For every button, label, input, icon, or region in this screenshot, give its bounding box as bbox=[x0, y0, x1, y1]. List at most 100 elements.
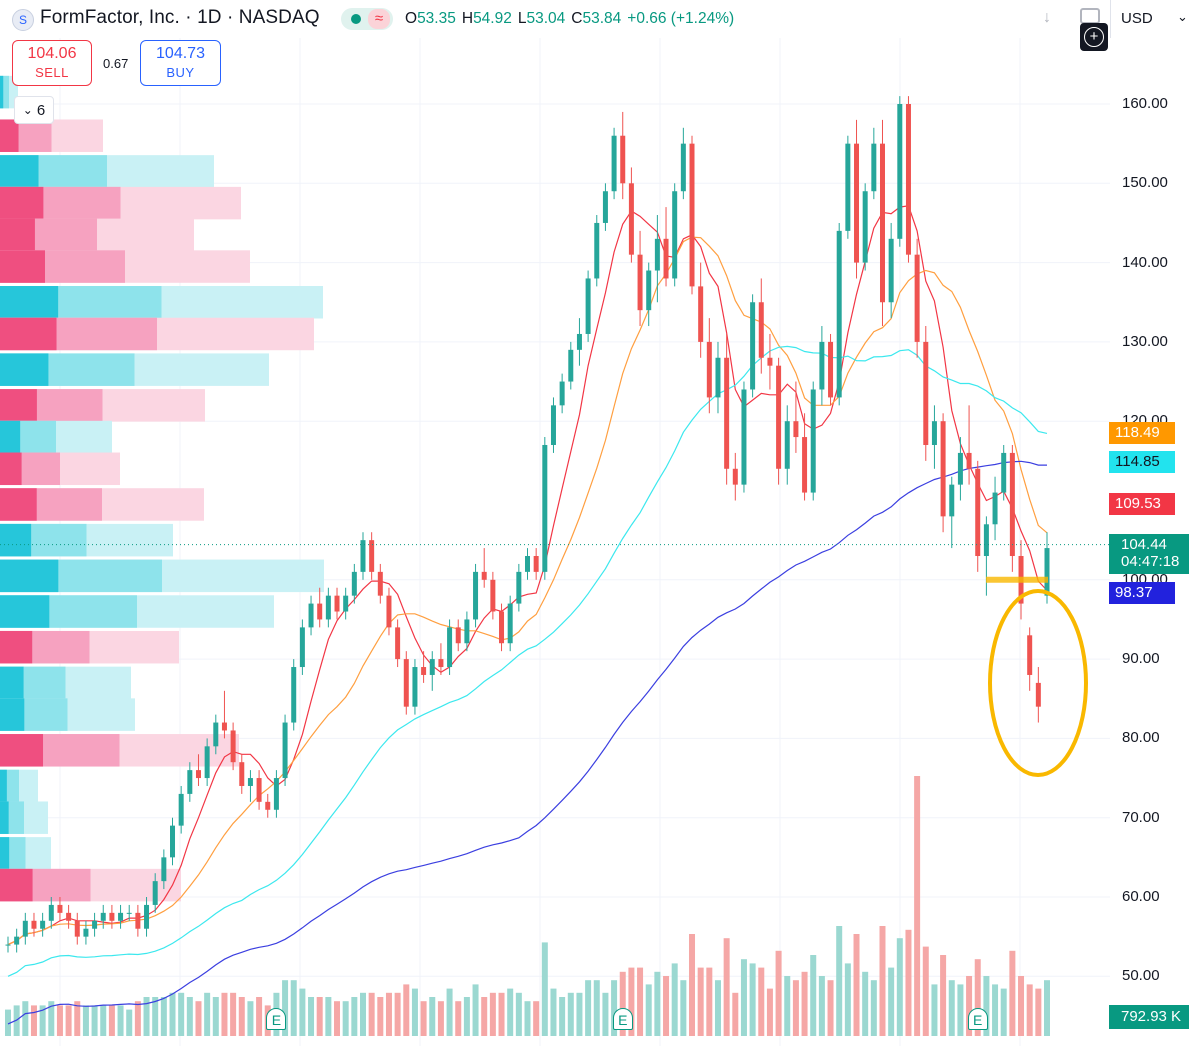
volume-profile bbox=[0, 75, 324, 902]
price-tick-label: 130.00 bbox=[1122, 332, 1168, 350]
volume-bar bbox=[914, 776, 921, 1036]
candle-body bbox=[533, 556, 539, 572]
volume-bar bbox=[654, 971, 661, 1036]
bar-countdown: 04:47:18 bbox=[1121, 553, 1180, 570]
volume-profile-row-core bbox=[0, 353, 49, 386]
volume-bar bbox=[195, 1001, 202, 1036]
candlestick-series bbox=[5, 96, 1050, 953]
candle-body bbox=[871, 143, 877, 192]
volume-bar bbox=[230, 992, 237, 1036]
candle-body bbox=[680, 143, 686, 192]
market-status-chip[interactable]: ≈ bbox=[341, 8, 393, 30]
volume-bar bbox=[152, 997, 159, 1036]
buy-button[interactable]: 104.73 BUY bbox=[140, 40, 221, 86]
earnings-marker-icon[interactable]: E bbox=[612, 1008, 633, 1030]
symbol-title[interactable]: FormFactor, Inc. · 1D · NASDAQ bbox=[40, 7, 320, 28]
candle-body bbox=[802, 437, 808, 493]
candle-body bbox=[213, 722, 219, 747]
volume-bar bbox=[524, 1001, 531, 1036]
currency-label: USD bbox=[1121, 10, 1153, 27]
ohlc-key: O bbox=[405, 10, 418, 27]
candle-body bbox=[516, 571, 522, 604]
volume-bar bbox=[507, 988, 514, 1036]
volume-bar bbox=[559, 997, 566, 1036]
candle-body bbox=[144, 904, 150, 929]
snapshot-icon[interactable] bbox=[1080, 8, 1100, 24]
symbol-logo-icon[interactable]: S bbox=[12, 9, 34, 31]
download-arrow-icon[interactable]: ↓ bbox=[1043, 9, 1051, 26]
volume-bar bbox=[732, 992, 739, 1036]
candle-body bbox=[66, 912, 72, 921]
candle-body bbox=[343, 595, 349, 612]
chart-header: S FormFactor, Inc. · 1D · NASDAQ ≈ O53.3… bbox=[0, 0, 1110, 38]
volume-bar bbox=[117, 1005, 124, 1036]
candle-body bbox=[897, 104, 903, 239]
candle-body bbox=[810, 389, 816, 493]
volume-bar bbox=[957, 984, 964, 1036]
candle-body bbox=[152, 881, 158, 905]
candle-body bbox=[879, 143, 885, 303]
candle-body bbox=[854, 143, 860, 263]
volume-bar bbox=[723, 938, 730, 1036]
sell-button[interactable]: 104.06 SELL bbox=[12, 40, 92, 86]
volume-profile-row-core bbox=[0, 630, 33, 664]
candle-body bbox=[975, 468, 981, 557]
volume-bar bbox=[983, 976, 990, 1036]
earnings-marker-icon[interactable]: E bbox=[967, 1008, 988, 1030]
candle-body bbox=[473, 571, 479, 620]
candle-body bbox=[776, 365, 782, 469]
volume-bar bbox=[290, 980, 297, 1036]
volume-bar bbox=[385, 992, 392, 1036]
candle-body bbox=[732, 468, 738, 485]
volume-profile-row-core bbox=[0, 75, 4, 109]
candle-body bbox=[273, 778, 279, 810]
volume-profile-row-core bbox=[0, 452, 22, 486]
candle-body bbox=[923, 341, 929, 445]
candle-body bbox=[628, 183, 634, 255]
currency-selector[interactable]: USD ⌄ bbox=[1110, 0, 1200, 38]
price-chart[interactable] bbox=[0, 0, 1110, 1046]
volume-profile-row-core bbox=[0, 389, 37, 422]
ohlc-value: 53.35 bbox=[417, 10, 456, 27]
volume-profile-toggle[interactable]: ⌄ 6 bbox=[14, 96, 54, 124]
candle-body bbox=[602, 191, 608, 223]
volume-bar bbox=[403, 984, 410, 1036]
candle-body bbox=[109, 912, 115, 921]
volume-bar bbox=[65, 1005, 72, 1036]
earnings-marker-icon[interactable]: E bbox=[266, 1008, 287, 1030]
volume-bar bbox=[619, 971, 626, 1036]
volume-bar bbox=[1044, 980, 1050, 1036]
volume-bar bbox=[689, 934, 696, 1036]
candle-body bbox=[282, 722, 288, 779]
volume-bar bbox=[238, 997, 245, 1036]
candle-body bbox=[22, 920, 28, 937]
volume-bar bbox=[801, 971, 808, 1036]
candle-body bbox=[204, 746, 210, 779]
add-alert-button[interactable]: + bbox=[1080, 23, 1108, 51]
volume-bar bbox=[212, 997, 219, 1036]
candle-body bbox=[360, 540, 366, 572]
volume-bar bbox=[775, 950, 782, 1036]
candle-body bbox=[395, 627, 401, 660]
volume-bar bbox=[316, 997, 323, 1036]
volume-bar bbox=[827, 980, 834, 1036]
buy-label: BUY bbox=[166, 65, 195, 80]
volume-bar bbox=[896, 938, 903, 1036]
candle-body bbox=[1044, 548, 1050, 596]
candle-body bbox=[689, 143, 695, 287]
volume-bar bbox=[541, 942, 548, 1036]
candle-body bbox=[983, 524, 989, 557]
candle-body bbox=[230, 730, 236, 763]
candle-body bbox=[403, 659, 409, 707]
volume-bar bbox=[126, 1009, 133, 1036]
volume-bar bbox=[82, 1005, 89, 1036]
volume-bar bbox=[810, 955, 817, 1036]
volume-bar bbox=[446, 988, 453, 1036]
volume-bar bbox=[645, 984, 652, 1036]
candle-body bbox=[542, 444, 548, 572]
ma-orange-line bbox=[7, 236, 1048, 946]
volume-bar bbox=[48, 1001, 55, 1036]
price-tick-label: 50.00 bbox=[1122, 967, 1160, 985]
volume-bar bbox=[169, 992, 176, 1036]
candle-body bbox=[525, 556, 530, 572]
